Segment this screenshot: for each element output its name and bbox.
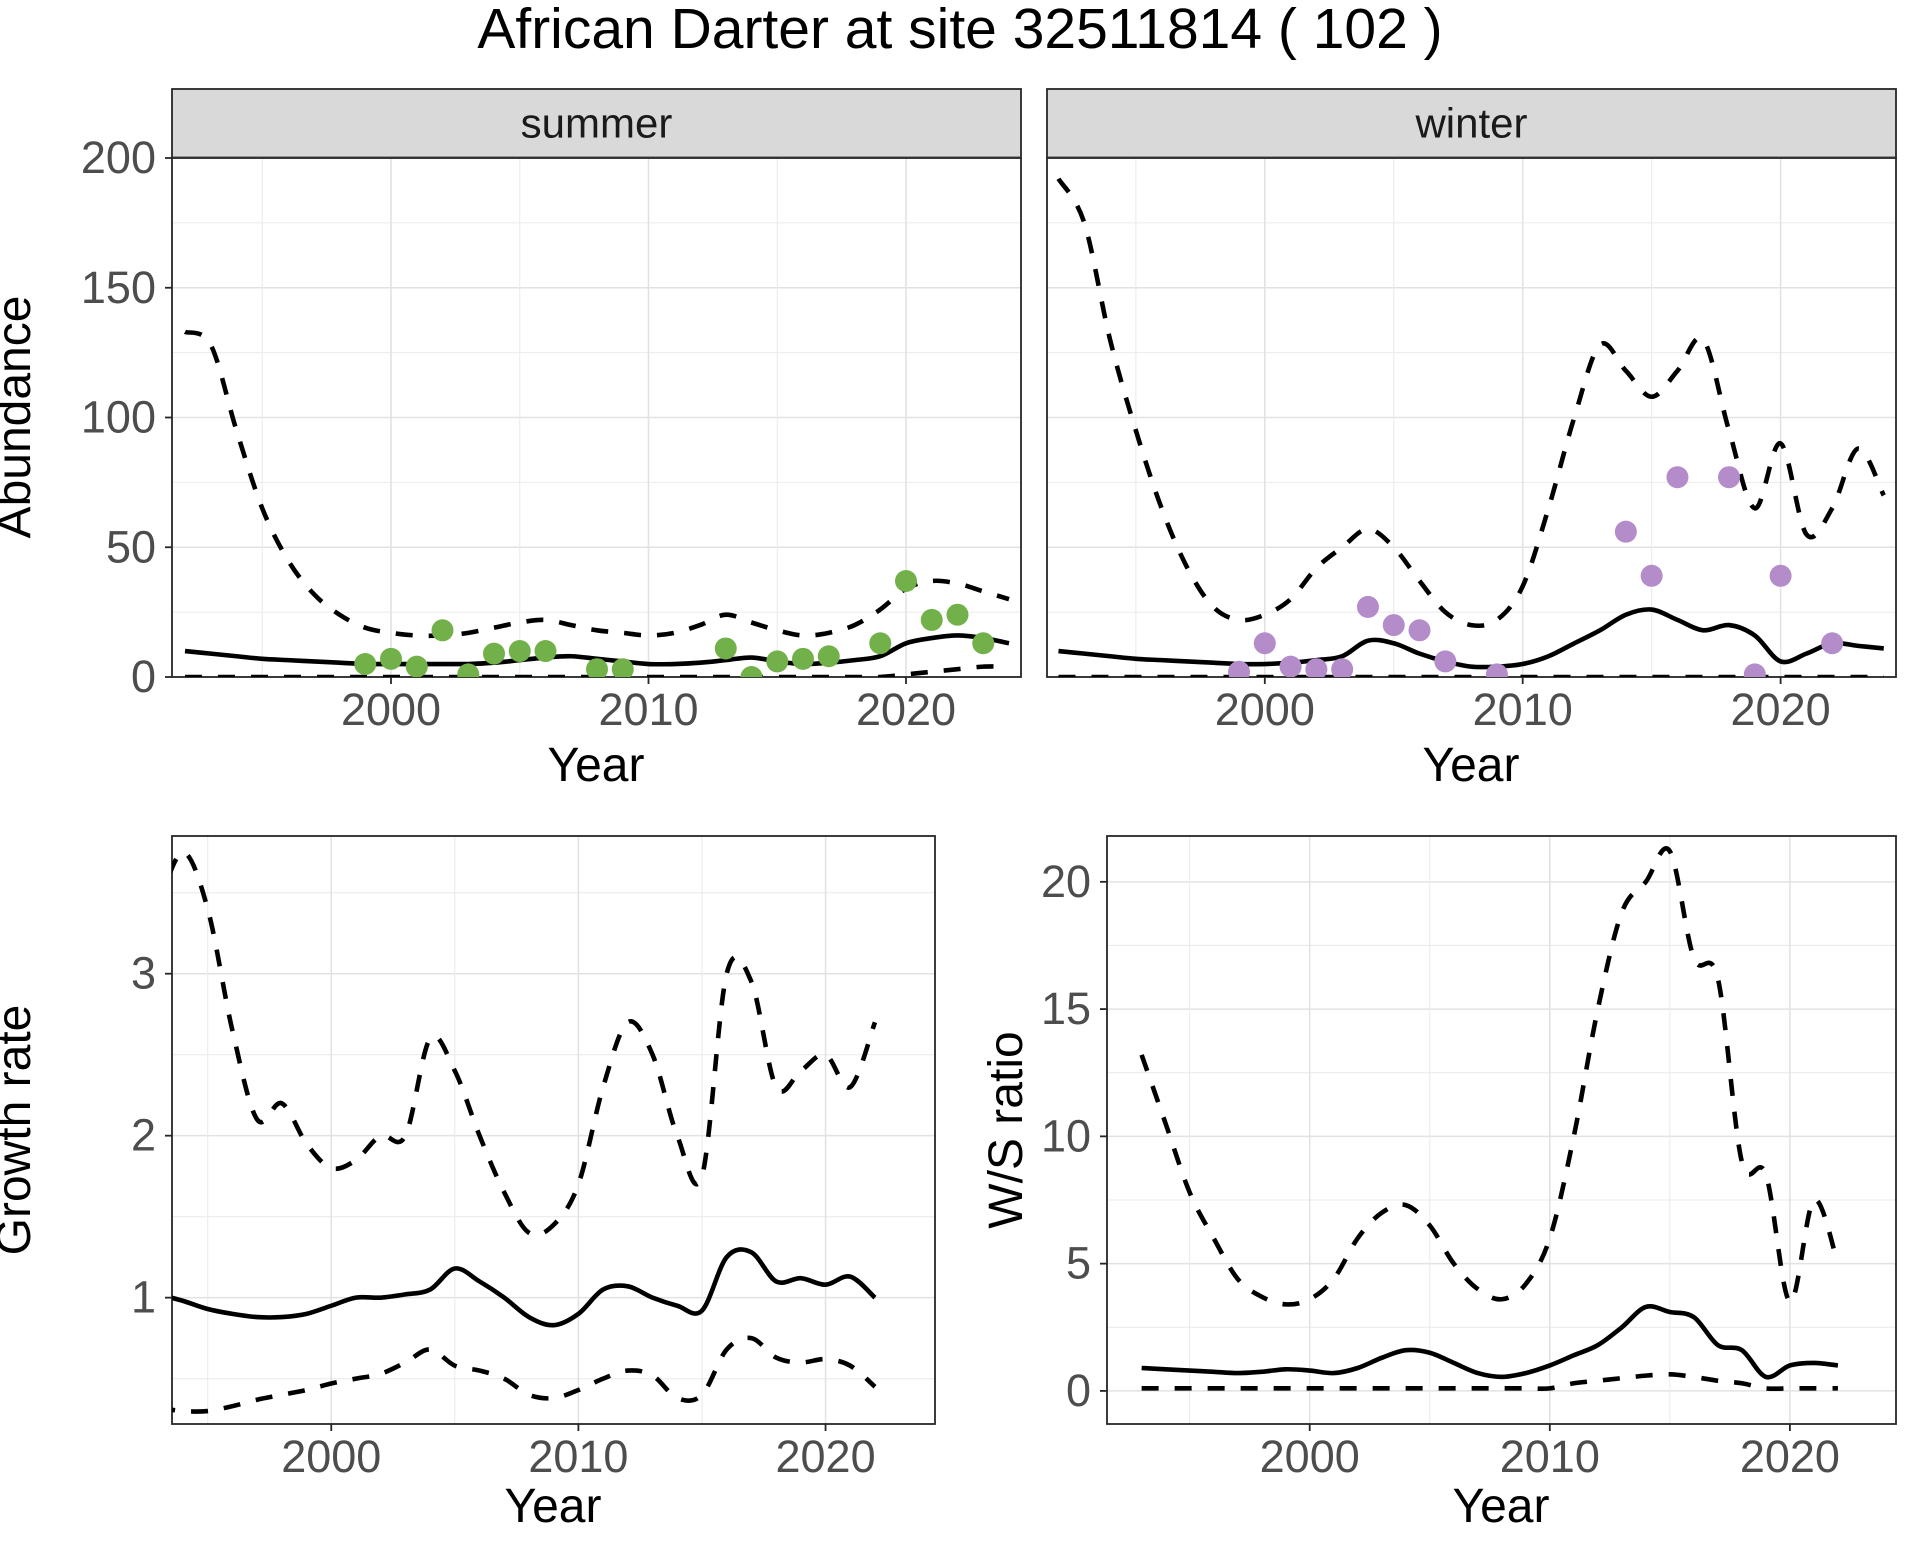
svg-text:2020: 2020 (1731, 684, 1831, 735)
svg-text:Year: Year (548, 739, 645, 792)
svg-text:2010: 2010 (528, 1431, 628, 1482)
svg-text:2000: 2000 (1260, 1431, 1360, 1482)
svg-text:summer: summer (521, 100, 673, 147)
svg-text:2010: 2010 (1473, 684, 1573, 735)
svg-text:2000: 2000 (281, 1431, 381, 1482)
svg-text:15: 15 (1041, 983, 1091, 1034)
svg-text:winter: winter (1414, 100, 1527, 147)
svg-text:20: 20 (1041, 856, 1091, 907)
svg-text:200: 200 (81, 132, 156, 183)
svg-text:Year: Year (505, 1480, 602, 1533)
svg-text:3: 3 (131, 948, 156, 999)
svg-text:50: 50 (106, 521, 156, 572)
svg-text:5: 5 (1066, 1238, 1091, 1289)
svg-text:0: 0 (131, 651, 156, 702)
svg-text:2: 2 (131, 1110, 156, 1161)
svg-text:Abundance: Abundance (0, 296, 41, 539)
svg-text:2010: 2010 (598, 684, 698, 735)
svg-text:2000: 2000 (341, 684, 441, 735)
svg-text:2020: 2020 (775, 1431, 875, 1482)
svg-text:0: 0 (1066, 1365, 1091, 1416)
svg-text:150: 150 (81, 262, 156, 313)
svg-text:Year: Year (1453, 1480, 1550, 1533)
svg-text:2000: 2000 (1215, 684, 1315, 735)
svg-text:100: 100 (81, 392, 156, 443)
svg-text:1: 1 (131, 1272, 156, 1323)
svg-text:W/S ratio: W/S ratio (980, 1031, 1033, 1228)
svg-text:Growth rate: Growth rate (0, 1005, 41, 1256)
svg-text:10: 10 (1041, 1110, 1091, 1161)
svg-text:Year: Year (1423, 739, 1520, 792)
svg-text:2020: 2020 (856, 684, 956, 735)
svg-text:2020: 2020 (1740, 1431, 1840, 1482)
svg-text:2010: 2010 (1500, 1431, 1600, 1482)
